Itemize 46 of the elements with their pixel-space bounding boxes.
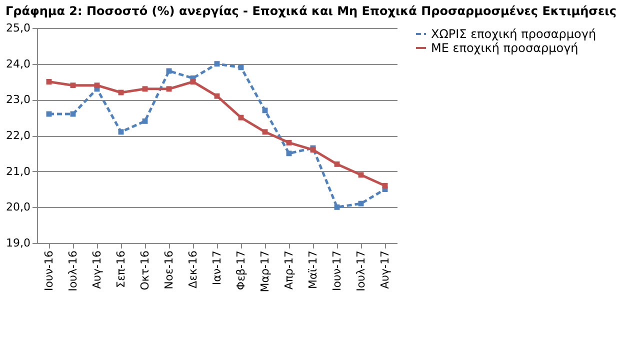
x-tick-label: Ιουν-16 <box>42 250 56 291</box>
y-tick-label: 22,0 <box>6 129 30 142</box>
point <box>190 79 196 84</box>
x-tick-label: Μαϊ-17 <box>306 250 320 289</box>
x-tick-label: Αυγ-17 <box>378 250 392 289</box>
y-tick-label: 24,0 <box>6 57 30 70</box>
point <box>286 140 292 146</box>
point <box>214 93 220 99</box>
point <box>334 204 340 210</box>
point <box>334 161 340 167</box>
point <box>286 150 292 156</box>
point <box>262 108 268 114</box>
point <box>46 79 52 84</box>
x-tick-label: Δεκ-16 <box>186 250 200 288</box>
point <box>358 200 364 206</box>
point <box>358 172 364 178</box>
y-tick-label: 20,0 <box>6 200 30 214</box>
x-tick-label: Οκτ-16 <box>138 250 152 290</box>
x-tick-label: Φεβ-17 <box>234 250 248 290</box>
x-tick-label: Ιουλ-17 <box>354 250 368 292</box>
x-tick-label: Ιουλ-16 <box>66 250 80 292</box>
x-tick-label: Νοε-16 <box>162 250 176 290</box>
y-tick-label: 25,0 <box>6 22 30 34</box>
chart-title: Γράφημα 2: Ποσοστό (%) ανεργίας - Εποχικά και Μη Εποχικά Προσαρμοσμένες Εκτιμήσεις <box>6 4 616 18</box>
point <box>238 114 244 120</box>
y-tick-label: 23,0 <box>6 93 30 106</box>
x-tick-label: Αυγ-16 <box>90 250 104 289</box>
point <box>214 61 220 67</box>
point <box>94 82 100 88</box>
legend-label: ΜΕ εποχική προσαρμογή <box>431 41 578 55</box>
point <box>166 86 172 92</box>
point <box>238 64 244 70</box>
x-tick-label: Μαρ-17 <box>258 250 272 292</box>
point <box>142 86 148 92</box>
x-tick-label: Σεπ-16 <box>114 250 128 288</box>
y-tick-label: 19,0 <box>6 236 30 250</box>
point <box>118 129 124 135</box>
point <box>382 182 388 188</box>
x-tick-label: Ιουν-17 <box>330 250 344 291</box>
point <box>142 118 148 124</box>
point <box>262 129 268 135</box>
x-tick-label: Ιαν-17 <box>210 250 224 286</box>
y-tick-label: 21,0 <box>6 164 30 178</box>
x-tick-label: Απρ-17 <box>282 250 296 290</box>
legend-label: ΧΩΡΙΣ εποχική προσαρμογή <box>431 27 596 41</box>
point <box>70 82 76 88</box>
